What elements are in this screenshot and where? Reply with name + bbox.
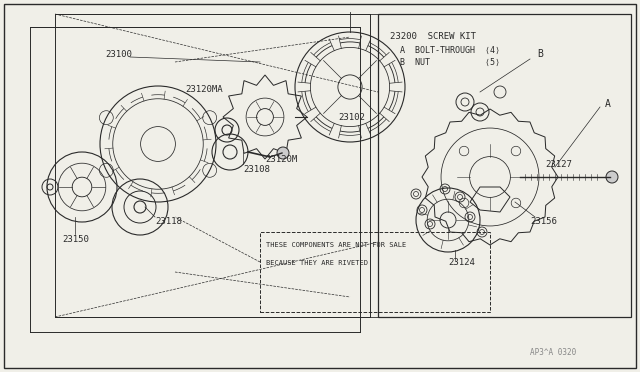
Text: B: B xyxy=(537,49,543,59)
Text: B  NUT           ⟨5⟩: B NUT ⟨5⟩ xyxy=(400,58,500,67)
Bar xyxy=(260,232,490,312)
Text: 23156: 23156 xyxy=(530,217,557,226)
Text: 23124: 23124 xyxy=(448,258,475,267)
Text: 23127: 23127 xyxy=(545,160,572,169)
Text: 23120MA: 23120MA xyxy=(185,85,223,94)
Bar xyxy=(378,14,631,317)
Text: A  BOLT-THROUGH  ⟨4⟩: A BOLT-THROUGH ⟨4⟩ xyxy=(400,46,500,55)
Circle shape xyxy=(277,147,289,159)
Text: 23200  SCREW KIT: 23200 SCREW KIT xyxy=(390,32,476,41)
Text: 23108: 23108 xyxy=(243,165,270,174)
Text: A: A xyxy=(605,99,611,109)
Text: 23100: 23100 xyxy=(105,50,132,59)
Text: AP3^A 0320: AP3^A 0320 xyxy=(530,348,576,357)
Text: BECAUSE THEY ARE RIVETED: BECAUSE THEY ARE RIVETED xyxy=(266,260,368,266)
Text: 23102: 23102 xyxy=(338,113,365,122)
Text: THESE COMPONENTS ARE NOT FOR SALE: THESE COMPONENTS ARE NOT FOR SALE xyxy=(266,242,406,248)
Text: 23118: 23118 xyxy=(155,217,182,226)
Circle shape xyxy=(606,171,618,183)
Text: 23120M: 23120M xyxy=(265,155,297,164)
Text: 23150: 23150 xyxy=(62,235,89,244)
